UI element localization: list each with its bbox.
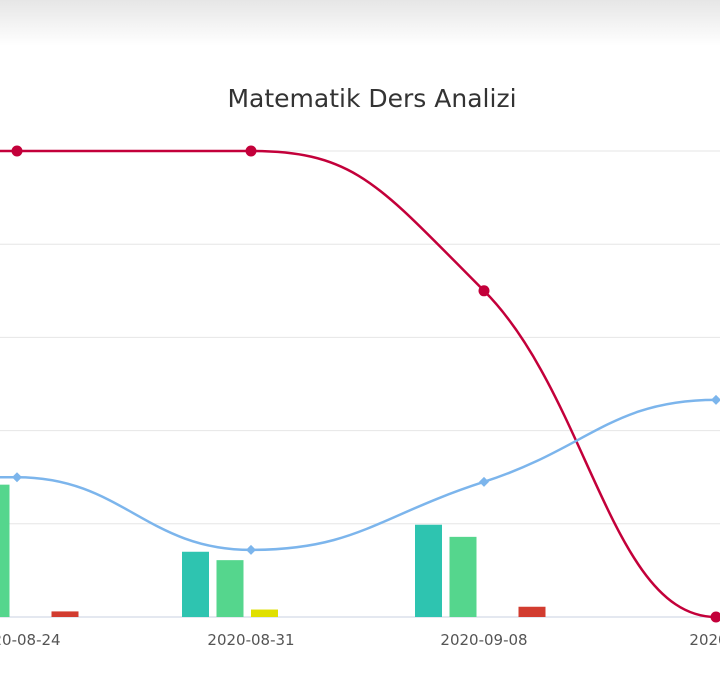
markers-group xyxy=(12,146,720,623)
line-marker-circle xyxy=(246,146,257,157)
gridlines xyxy=(0,151,720,617)
x-tick-label: 2020-08-31 xyxy=(207,631,294,649)
line-marker-circle xyxy=(12,146,23,157)
x-tick-label: 2020-08-24 xyxy=(0,631,61,649)
line-marker-circle xyxy=(711,612,720,623)
x-axis-ticks: 2020-08-24 2020-08-31 2020-09-08 2020-0 xyxy=(0,631,720,649)
bars-group xyxy=(0,485,546,617)
chart-title: Matematik Ders Analizi xyxy=(227,84,516,113)
bar xyxy=(217,560,244,617)
lines-group xyxy=(0,151,716,617)
series-line xyxy=(0,151,716,617)
line-marker-diamond xyxy=(246,545,256,555)
bar xyxy=(0,485,10,617)
line-marker-diamond xyxy=(711,395,720,405)
line-marker-diamond xyxy=(12,472,22,482)
bar xyxy=(450,537,477,617)
x-tick-label: 2020-0 xyxy=(689,631,720,649)
series-line xyxy=(0,400,716,550)
bar xyxy=(415,525,442,617)
bar xyxy=(251,610,278,617)
bar xyxy=(52,611,79,617)
x-tick-label: 2020-09-08 xyxy=(440,631,527,649)
line-marker-circle xyxy=(479,285,490,296)
bar xyxy=(182,552,209,617)
line-marker-diamond xyxy=(479,477,489,487)
bar xyxy=(519,607,546,617)
